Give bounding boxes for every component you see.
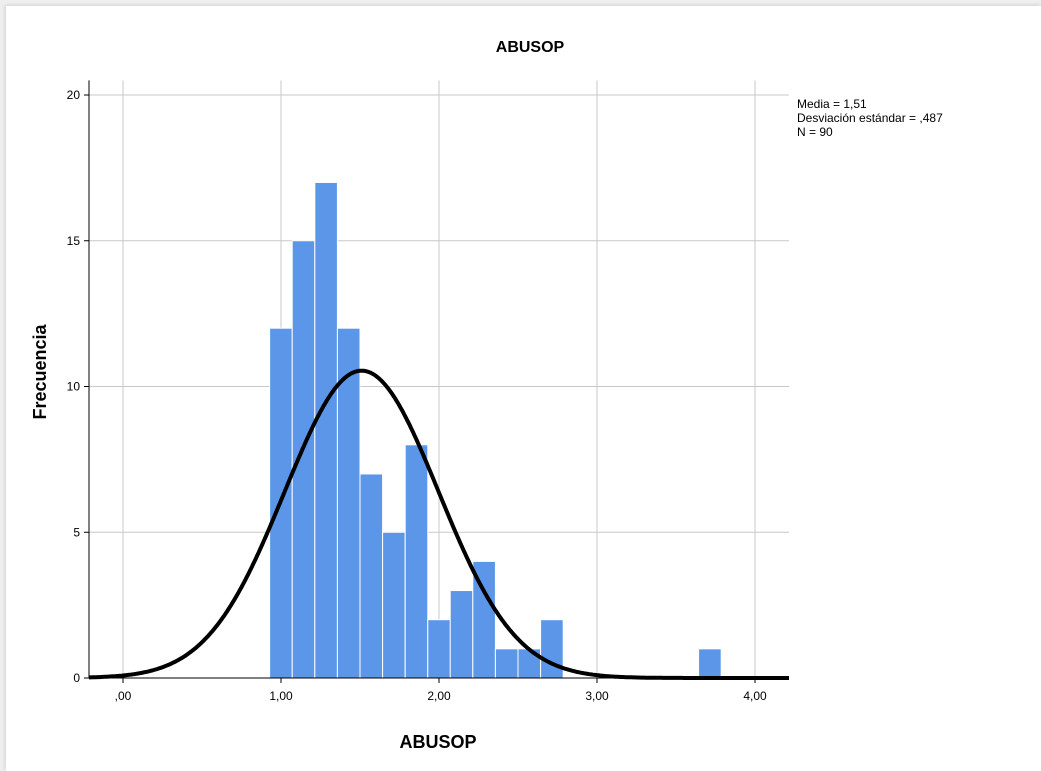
- x-tick-label-3: 3,00: [585, 689, 609, 703]
- stats-n: N = 90: [797, 125, 833, 139]
- chart-title: ABUSOP: [496, 39, 565, 56]
- x-tick-label-1: 1,00: [269, 689, 293, 703]
- x-axis-label: ABUSOP: [399, 732, 476, 752]
- histogram-bar-1: [291, 240, 316, 679]
- tick-labels: ,00 1,00 2,00 3,00 4,00 0 5 10 15 20: [67, 88, 767, 703]
- histogram-bar-12: [540, 619, 564, 679]
- stats-box: Media = 1,51 Desviación estándar = ,487 …: [797, 97, 943, 139]
- grid-lines: [89, 80, 789, 678]
- y-tick-label-2: 10: [67, 380, 81, 394]
- y-tick-label-3: 15: [67, 234, 81, 248]
- histogram-bar-8: [449, 590, 474, 679]
- histogram-bar-5: [382, 531, 406, 679]
- y-axis-label: Frecuencia: [30, 323, 50, 419]
- histogram-bars: [269, 181, 722, 679]
- histogram-bar-6: [404, 444, 429, 679]
- histogram-bar-4: [359, 473, 384, 679]
- histogram-bar-2: [314, 181, 338, 679]
- y-tick-label-0: 0: [73, 671, 80, 685]
- histogram-bar-10: [494, 648, 519, 679]
- x-tick-label-2: 2,00: [427, 689, 451, 703]
- histogram-bar-7: [427, 619, 451, 679]
- x-tick-label-4: 4,00: [743, 689, 767, 703]
- stats-std-dev: Desviación estándar = ,487: [797, 111, 943, 125]
- histogram-bar-13: [698, 648, 722, 679]
- y-tick-label-1: 5: [73, 525, 80, 539]
- y-tick-label-4: 20: [67, 88, 81, 102]
- x-tick-label-0: ,00: [115, 689, 132, 703]
- stats-mean: Media = 1,51: [797, 97, 867, 111]
